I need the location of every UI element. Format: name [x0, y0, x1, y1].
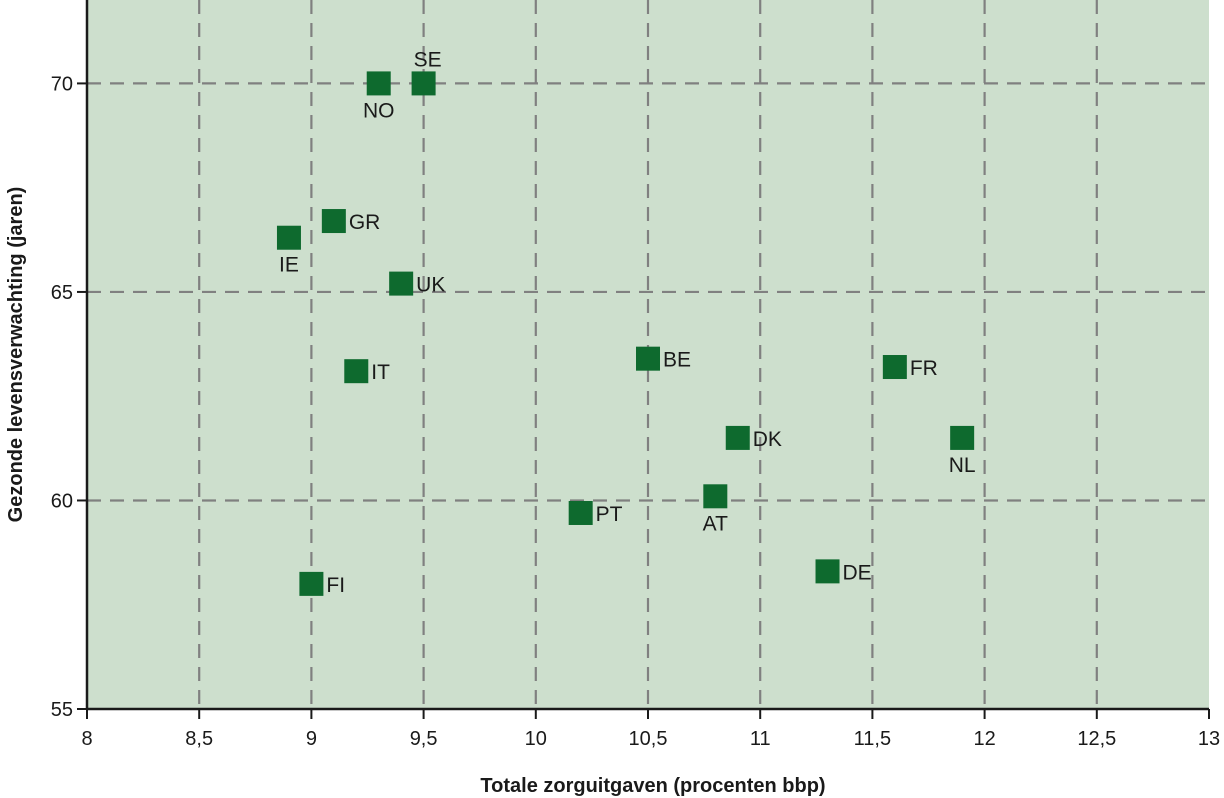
x-axis-title: Totale zorguitgaven (procenten bbp) [480, 775, 825, 797]
y-tick-label: 55 [51, 699, 73, 721]
data-point-nl: NL [949, 425, 976, 477]
point-marker [725, 425, 750, 450]
y-tick-label: 65 [51, 282, 73, 304]
point-marker [882, 355, 907, 380]
data-point-fr: FR [882, 355, 938, 380]
x-tick-label: 10,5 [629, 728, 668, 750]
x-tick-label: 8,5 [185, 728, 213, 750]
data-point-gr: GR [321, 209, 381, 234]
x-tick-label: 10 [525, 728, 547, 750]
point-label: IE [279, 254, 299, 277]
point-marker [366, 71, 391, 96]
point-label: NO [363, 99, 395, 122]
point-marker [321, 209, 346, 234]
x-tick-label: 11 [750, 728, 771, 750]
data-point-dk: DK [725, 425, 782, 451]
x-tick-label: 12 [973, 728, 995, 750]
data-point-pt: PT [568, 500, 623, 526]
data-point-se: SE [411, 48, 442, 96]
point-label: IT [371, 361, 390, 384]
data-point-uk: UK [389, 271, 445, 297]
point-label: AT [703, 512, 728, 535]
x-tick-label: 9,5 [410, 728, 438, 750]
data-point-de: DE [815, 559, 872, 584]
point-label: UK [416, 274, 445, 297]
y-tick-label: 60 [51, 490, 73, 512]
y-axis-title: Gezonde levensverwachting (jaren) [5, 187, 27, 523]
y-tick-label: 70 [51, 73, 73, 95]
point-marker [815, 559, 840, 584]
point-marker [344, 359, 369, 384]
x-tick-label: 12,5 [1077, 728, 1116, 750]
point-label: FI [326, 574, 345, 597]
point-marker [276, 225, 301, 250]
x-tick-label: 13 [1198, 728, 1220, 750]
point-label: DK [753, 428, 782, 451]
point-marker [950, 425, 975, 450]
point-label: DE [843, 561, 872, 584]
data-points: SE NO GR IE UK IT BE FR DK NL AT PT DE FI [276, 48, 976, 597]
data-point-ie: IE [276, 225, 301, 277]
point-marker [568, 500, 593, 525]
point-marker [411, 71, 436, 96]
point-marker [636, 346, 660, 371]
point-label: FR [910, 357, 938, 380]
point-label: GR [349, 211, 381, 234]
point-label: NL [949, 454, 976, 477]
data-point-fi: FI [299, 571, 345, 597]
data-point-no: NO [363, 71, 395, 122]
point-label: PT [596, 503, 623, 526]
data-point-at: AT [703, 484, 728, 535]
data-point-it: IT [344, 359, 390, 384]
point-marker [389, 271, 414, 296]
point-label: BE [663, 349, 691, 372]
axes: 8 8,5 9 9,5 10 10,5 11 11,5 12 12,5 13 55 60 65 70 [51, 0, 1220, 750]
data-point-be: BE [636, 346, 691, 372]
x-tick-label: 11,5 [854, 728, 891, 750]
x-tick-label: 8 [81, 728, 92, 750]
x-tick-label: 9 [306, 728, 317, 750]
point-marker [703, 484, 728, 509]
point-marker [299, 571, 324, 596]
point-label: SE [414, 48, 442, 71]
